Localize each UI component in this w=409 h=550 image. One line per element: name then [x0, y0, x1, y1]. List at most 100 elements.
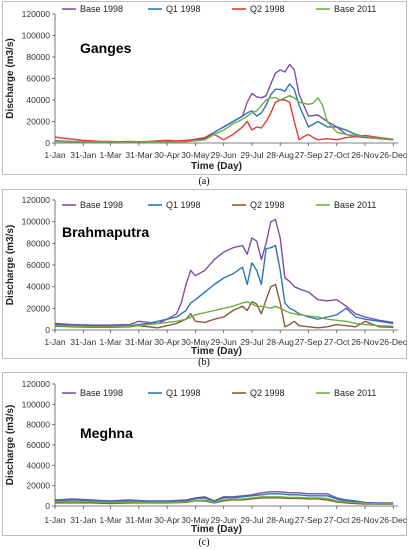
y-tick-label: 0: [45, 325, 50, 335]
y-tick-label: 20000: [26, 117, 50, 127]
series-line-q2-1998-ganges: [54, 99, 394, 143]
chart-panel-ganges: 0 20000 40000 60000 80000 100000 120000 1-Jan 31…: [0, 0, 409, 187]
legend-label-q2-1998: Q2 1998: [250, 200, 285, 210]
x-tick-label: 27-Oct: [324, 337, 350, 347]
legend-label-q1-1998: Q1 1998: [166, 4, 201, 14]
x-tick-label: 30-Apr: [154, 337, 180, 347]
y-tick-label: 80000: [26, 420, 50, 430]
x-tick-label: 26-Dec: [380, 150, 408, 160]
chart-panel-brahmaputra: 0 20000 40000 60000 80000 100000 120000 1-Jan 31…: [0, 188, 409, 368]
x-tick-label: 31-Jan: [70, 337, 96, 347]
x-axis-title: Time (Day): [191, 346, 242, 357]
chart-title-ganges: Ganges: [80, 40, 132, 56]
x-tick-label: 31-Jan: [70, 150, 96, 160]
chart-title-brahmaputra: Brahmaputra: [62, 224, 149, 240]
x-tick-label: 26-Nov: [351, 150, 379, 160]
y-tick-label: 80000: [26, 238, 50, 248]
y-tick-label: 120000: [22, 379, 51, 389]
x-tick-label: 26-Dec: [380, 515, 408, 525]
x-tick-label: 28-Aug: [267, 515, 295, 525]
series-line-q2-1998-brahmaputra: [54, 283, 394, 329]
x-tick-label: 1-Jan: [44, 150, 66, 160]
legend-label-base-1998: Base 1998: [80, 200, 123, 210]
x-tick-label: 31-Jan: [70, 515, 96, 525]
series-line-base-2011-meghna: [54, 496, 394, 505]
y-axis-title: Discharge (m3/s): [5, 225, 16, 306]
x-tick-label: 30-May: [181, 337, 210, 347]
y-tick-label: 0: [45, 501, 50, 511]
x-tick-label: 27-Sep: [295, 150, 323, 160]
y-tick-label: 40000: [26, 460, 50, 470]
x-tick-label: 31-Mar: [125, 515, 152, 525]
legend-label-base-2011: Base 2011: [334, 4, 376, 14]
x-tick-label: 30-May: [181, 515, 210, 525]
y-tick-label: 60000: [26, 260, 50, 270]
x-axis-title: Time (Day): [191, 524, 242, 535]
x-tick-label: 29-Jul: [240, 337, 263, 347]
x-tick-label: 29-Jul: [240, 150, 263, 160]
x-tick-label: 30-Apr: [154, 515, 180, 525]
y-tick-label: 80000: [26, 52, 50, 62]
y-tick-label: 0: [45, 138, 50, 148]
series-line-q1-1998-meghna: [54, 493, 394, 504]
legend-label-q1-1998: Q1 1998: [166, 388, 201, 398]
legend-label-base-1998: Base 1998: [80, 4, 123, 14]
x-tick-label: 28-Aug: [267, 337, 295, 347]
x-tick-label: 31-Mar: [125, 337, 152, 347]
series-line-base-2011-ganges: [54, 95, 394, 143]
panel-label: (b): [198, 357, 210, 368]
x-tick-label: 1-Jan: [44, 515, 66, 525]
x-tick-label: 31-Mar: [125, 150, 152, 160]
y-tick-label: 60000: [26, 440, 50, 450]
x-tick-label: 1-Jan: [44, 337, 66, 347]
x-tick-label: 29-Jun: [211, 515, 237, 525]
series-line-q1-1998-brahmaputra: [54, 244, 394, 327]
x-tick-label: 1-Mar: [99, 150, 121, 160]
x-tick-label: 30-May: [181, 150, 210, 160]
x-tick-label: 29-Jun: [211, 337, 237, 347]
y-tick-label: 20000: [26, 481, 50, 491]
x-tick-label: 29-Jul: [240, 515, 263, 525]
y-axis-title: Discharge (m3/s): [5, 38, 16, 119]
y-tick-label: 40000: [26, 95, 50, 105]
y-tick-label: 100000: [22, 31, 51, 41]
chart-svg-ganges: 0 20000 40000 60000 80000 100000 120000 1-Jan 31…: [5, 4, 408, 187]
x-axis-title: Time (Day): [191, 161, 242, 172]
y-tick-label: 120000: [22, 9, 51, 19]
series-line-base-2011-brahmaputra: [54, 301, 394, 328]
x-tick-label: 30-Apr: [154, 150, 180, 160]
x-tick-label: 28-Aug: [267, 150, 295, 160]
x-tick-label: 1-Mar: [99, 515, 121, 525]
legend-label-base-2011: Base 2011: [334, 200, 376, 210]
legend-label-base-2011: Base 2011: [334, 388, 376, 398]
y-tick-label: 100000: [22, 399, 51, 409]
legend-label-q2-1998: Q2 1998: [250, 388, 285, 398]
legend-label-q2-1998: Q2 1998: [250, 4, 285, 14]
panel-b-frame: [2, 189, 407, 359]
x-tick-label: 26-Nov: [351, 337, 379, 347]
chart-title-meghna: Meghna: [80, 425, 133, 441]
panel-a-frame: [2, 1, 407, 175]
panel-label: (a): [198, 176, 209, 187]
panel-label: (c): [198, 537, 209, 548]
y-tick-label: 40000: [26, 282, 50, 292]
panel-c-frame: [2, 372, 407, 536]
x-tick-label: 27-Oct: [324, 150, 350, 160]
chart-svg-brahmaputra: 0 20000 40000 60000 80000 100000 120000 1-Jan 31…: [5, 195, 408, 368]
y-tick-label: 60000: [26, 74, 50, 84]
y-tick-label: 100000: [22, 217, 51, 227]
x-tick-label: 27-Sep: [295, 515, 323, 525]
chart-svg-meghna: 0 20000 40000 60000 80000 100000 120000 1-Jan 31…: [5, 379, 408, 548]
y-axis-title: Discharge (m3/s): [5, 405, 16, 486]
y-tick-label: 20000: [26, 303, 50, 313]
legend-label-q1-1998: Q1 1998: [166, 200, 201, 210]
x-tick-label: 26-Dec: [380, 337, 408, 347]
x-tick-label: 27-Oct: [324, 515, 350, 525]
x-tick-label: 1-Mar: [99, 337, 121, 347]
chart-panel-meghna: 0 20000 40000 60000 80000 100000 120000 1-Jan 31…: [0, 371, 409, 550]
x-tick-label: 27-Sep: [295, 337, 323, 347]
x-tick-label: 26-Nov: [351, 515, 379, 525]
y-tick-label: 120000: [22, 195, 51, 205]
legend-label-base-1998: Base 1998: [80, 388, 123, 398]
x-tick-label: 29-Jun: [211, 150, 237, 160]
